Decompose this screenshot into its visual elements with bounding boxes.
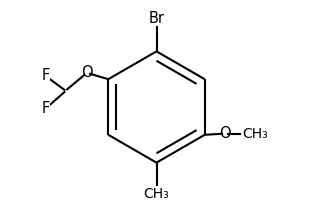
Text: CH₃: CH₃ bbox=[242, 127, 268, 141]
Text: O: O bbox=[219, 126, 231, 141]
Text: F: F bbox=[42, 68, 50, 83]
Text: F: F bbox=[42, 101, 50, 116]
Text: CH₃: CH₃ bbox=[144, 187, 169, 201]
Text: Br: Br bbox=[148, 11, 165, 26]
Text: O: O bbox=[81, 65, 93, 80]
